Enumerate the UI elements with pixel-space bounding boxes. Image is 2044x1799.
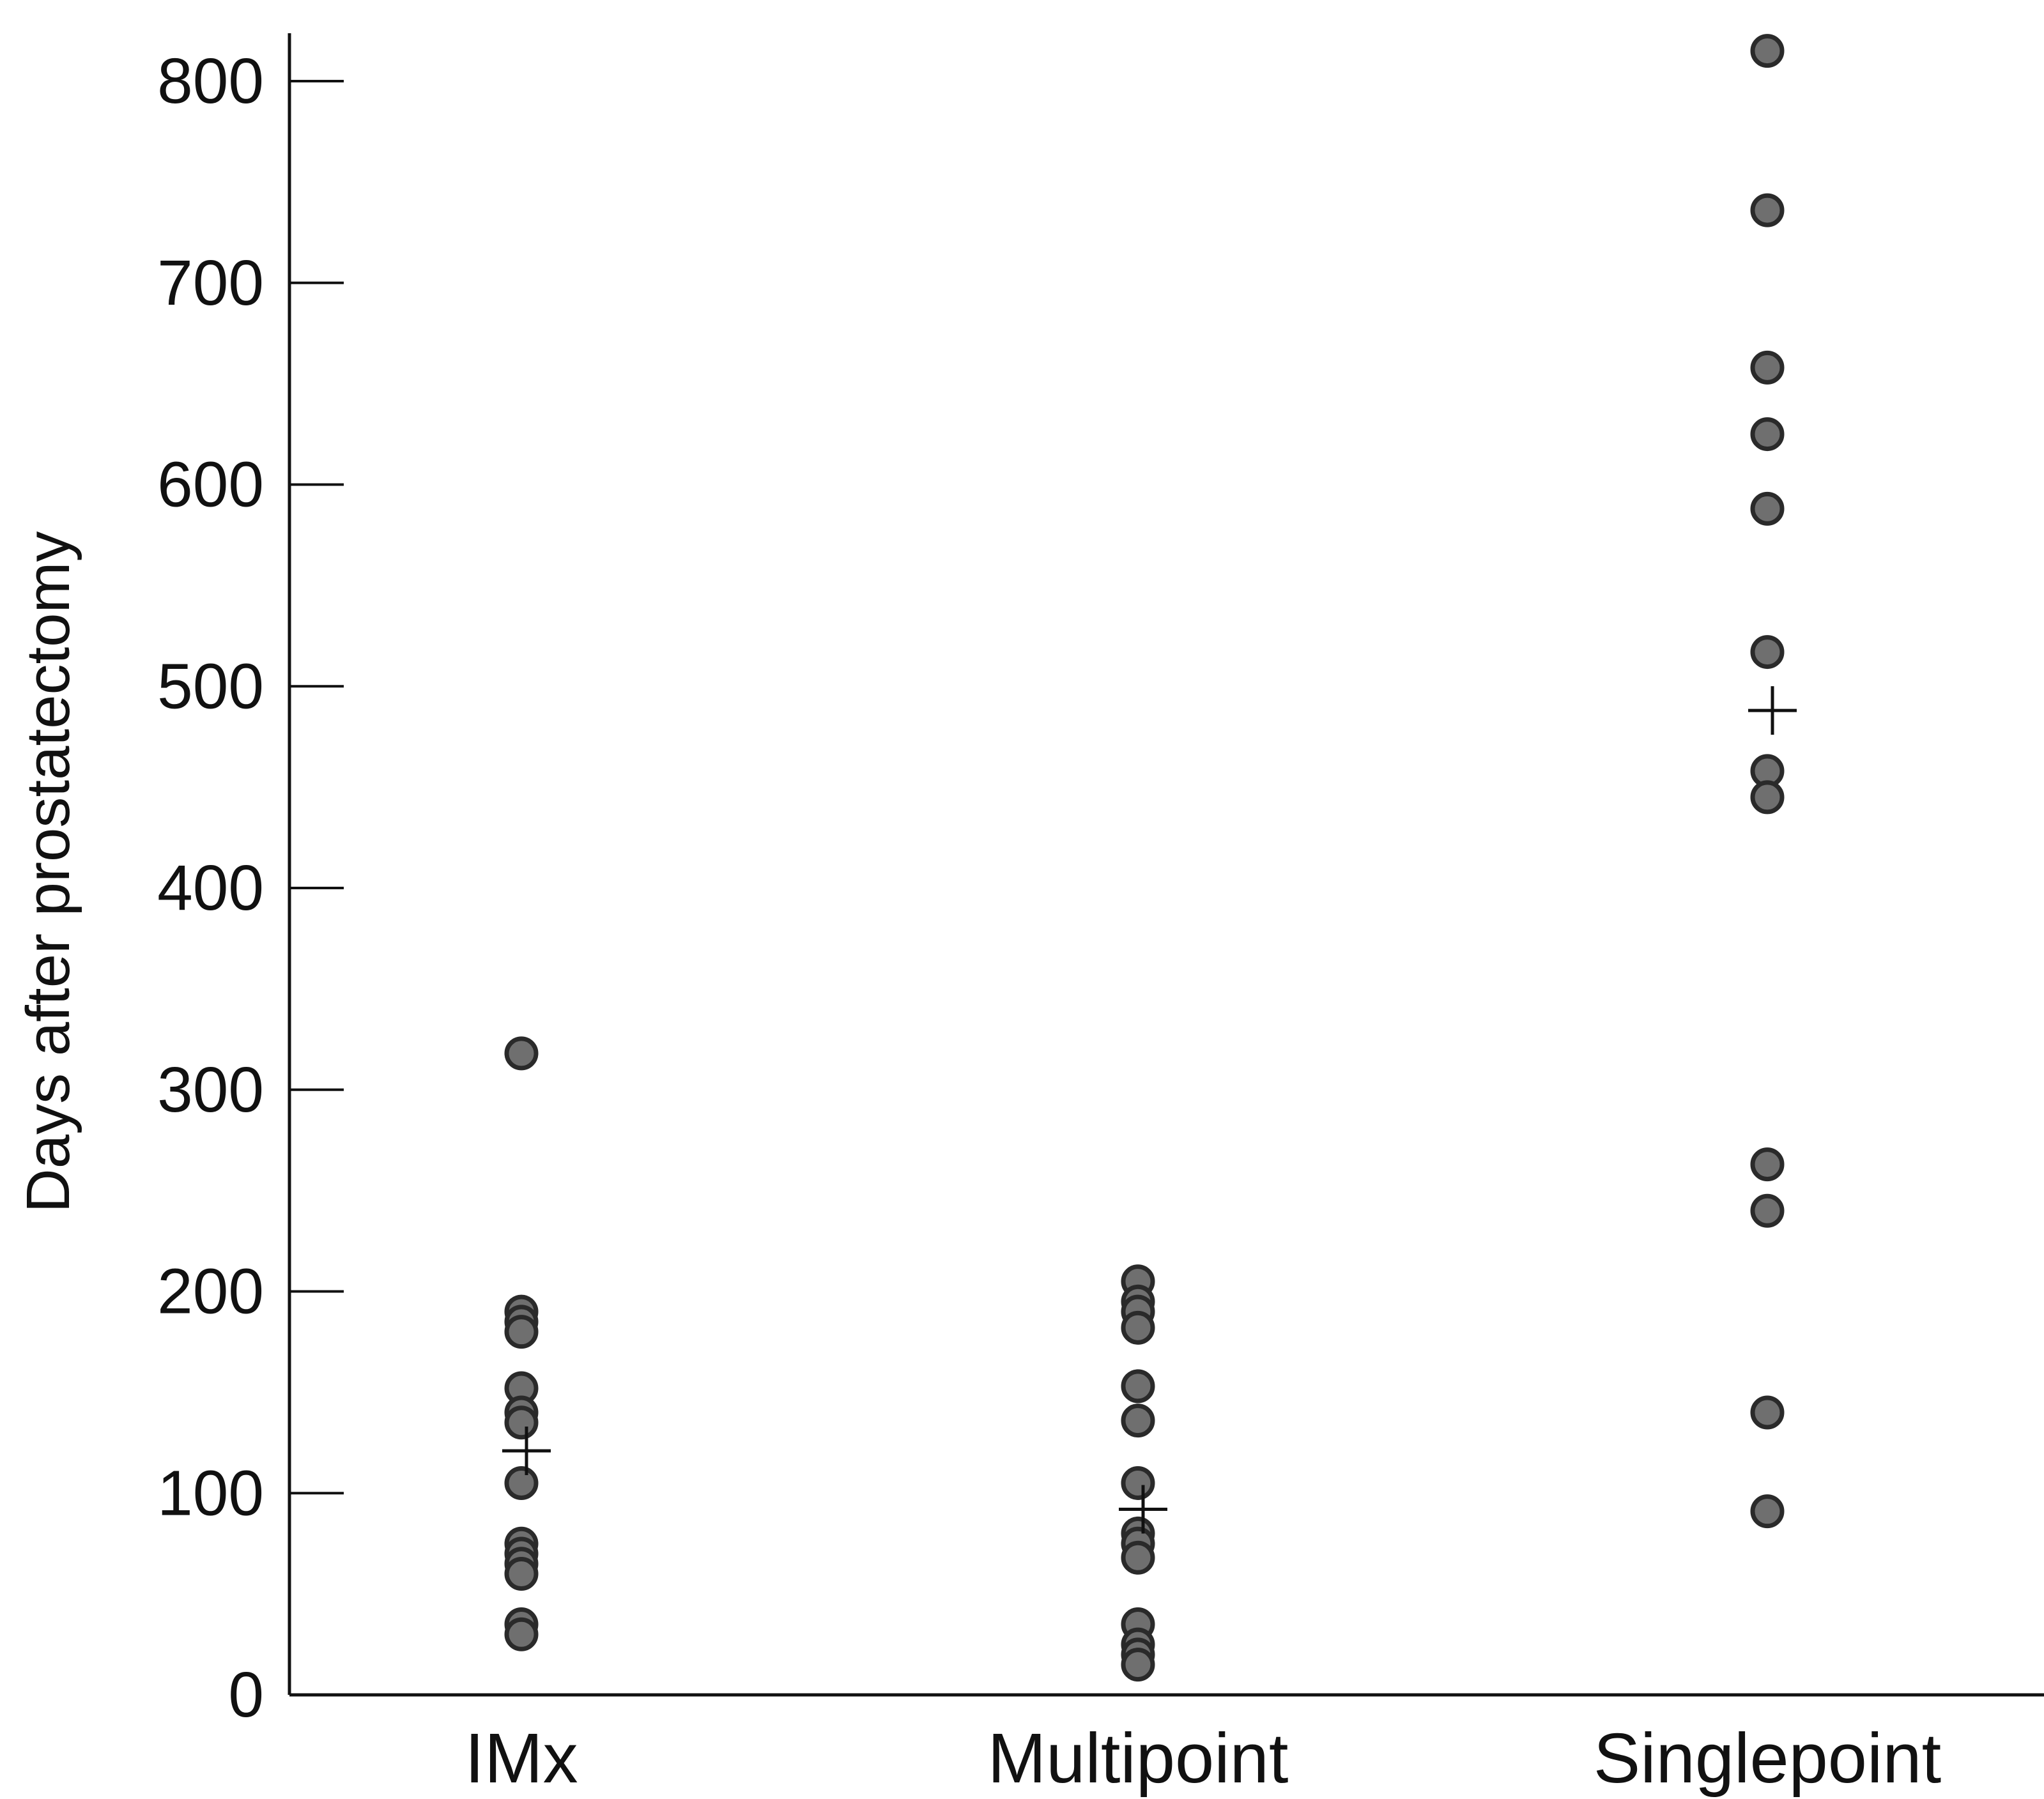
data-point-singlepoint-8 (1750, 1147, 1785, 1182)
data-point-singlepoint-10 (1750, 1395, 1785, 1430)
y-tick-label-0: 0 (228, 1659, 264, 1731)
data-point-singlepoint-11 (1750, 1494, 1785, 1529)
x-label-singlepoint: Singlepoint (1594, 1719, 1941, 1798)
data-point-multipoint-3 (1121, 1310, 1155, 1345)
data-point-imx-3 (504, 1315, 539, 1349)
data-point-multipoint-6 (1121, 1466, 1155, 1500)
data-points (504, 34, 1785, 1682)
data-point-singlepoint-9 (1750, 1193, 1785, 1228)
data-point-multipoint-4 (1121, 1369, 1155, 1404)
data-point-singlepoint-7 (1750, 780, 1785, 815)
y-tick-label-700: 700 (157, 247, 264, 319)
mean-marker-multipoint (1119, 1485, 1167, 1534)
data-point-multipoint-13 (1121, 1648, 1155, 1682)
y-tick-label-600: 600 (157, 449, 264, 521)
axes (288, 33, 2044, 1697)
mean-marker-imx (502, 1426, 551, 1475)
data-point-imx-11 (504, 1557, 539, 1591)
data-point-singlepoint-4 (1750, 491, 1785, 526)
y-tick-label-100: 100 (157, 1457, 264, 1529)
data-point-imx-0 (504, 1036, 539, 1071)
y-axis-title: Days after prostatectomy (14, 531, 82, 1213)
data-point-singlepoint-5 (1750, 635, 1785, 670)
data-point-multipoint-9 (1121, 1540, 1155, 1575)
data-point-multipoint-5 (1121, 1404, 1155, 1438)
x-category-labels: IMx Multipoint Singlepoint (465, 1719, 1941, 1798)
data-point-singlepoint-3 (1750, 417, 1785, 452)
data-point-singlepoint-2 (1750, 350, 1785, 385)
data-point-imx-6 (504, 1405, 539, 1440)
mean-markers (502, 686, 1797, 1534)
data-point-singlepoint-0 (1750, 34, 1785, 68)
y-ticks: 0 100 200 300 400 500 600 700 800 (157, 45, 344, 1731)
y-tick-label-200: 200 (157, 1256, 264, 1328)
data-point-singlepoint-1 (1750, 193, 1785, 227)
y-tick-label-400: 400 (157, 852, 264, 924)
y-tick-label-500: 500 (157, 650, 264, 722)
mean-marker-singlepoint (1748, 686, 1797, 735)
x-label-multipoint: Multipoint (988, 1719, 1289, 1798)
x-label-imx: IMx (465, 1719, 578, 1798)
y-tick-label-300: 300 (157, 1054, 264, 1126)
y-tick-label-800: 800 (157, 45, 264, 117)
data-point-imx-13 (504, 1617, 539, 1651)
data-point-imx-7 (504, 1466, 539, 1500)
